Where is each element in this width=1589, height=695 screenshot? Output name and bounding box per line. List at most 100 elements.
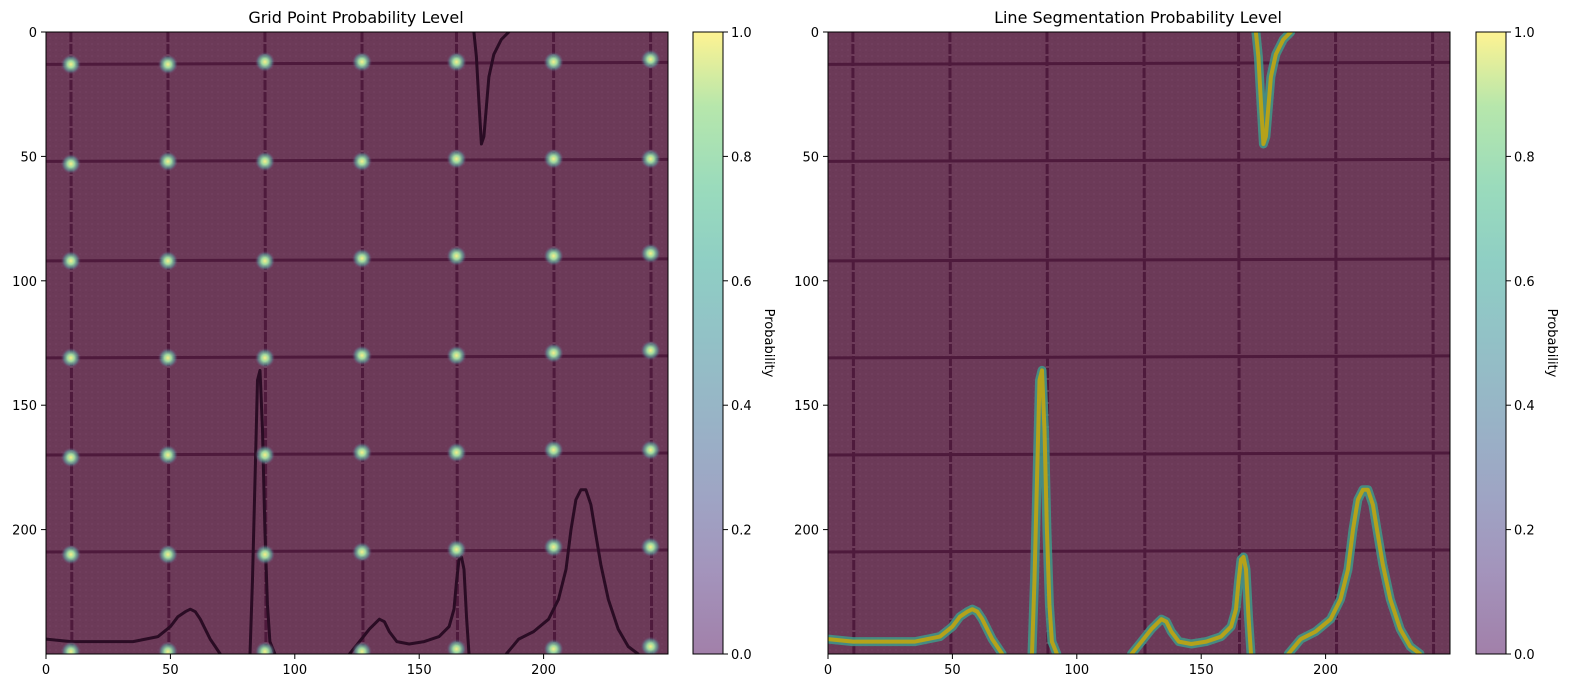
grid-point: [351, 248, 372, 269]
grid-point: [446, 345, 467, 366]
grid-point: [543, 148, 564, 169]
x-tick-label: 100: [282, 663, 307, 678]
trace-line: [248, 368, 277, 654]
trace-segmentation: [1129, 555, 1253, 654]
colorbar-tick-label: 0.4: [1514, 399, 1535, 414]
colorbar-tick-label: 0.2: [731, 524, 752, 539]
colorbar-frame: [692, 31, 724, 655]
y-tick-label: 200: [12, 524, 37, 539]
y-tick-label: 100: [794, 275, 819, 290]
y-axis: 0 50 100 150 200: [12, 26, 46, 539]
x-tick-label: 200: [1313, 663, 1338, 678]
grid-point: [446, 51, 467, 72]
grid-point: [157, 544, 178, 565]
colorbar-tick-label: 0.8: [1514, 150, 1535, 165]
grid-point: [640, 537, 661, 558]
grid-point: [446, 442, 467, 463]
grid-point: [254, 151, 275, 172]
trace-segmentation: [1030, 368, 1059, 654]
grid-point: [60, 54, 81, 75]
colorbar: 0.0 0.2 0.4 0.6 0.8 1.0 Probability: [692, 26, 776, 663]
colorbar: 0.0 0.2 0.4 0.6 0.8 1.0 Probability: [1475, 26, 1559, 663]
y-tick-label: 100: [12, 275, 37, 290]
trace-segmentation: [1253, 32, 1293, 146]
grid-point: [543, 537, 564, 558]
grid-point: [60, 447, 81, 468]
x-tick-label: 50: [162, 663, 179, 678]
grid-point: [543, 342, 564, 363]
grid-point: [157, 347, 178, 368]
x-tick-label: 50: [944, 663, 961, 678]
grid-point: [254, 444, 275, 465]
x-tick-label: 100: [1064, 663, 1089, 678]
trace-line: [348, 555, 471, 654]
colorbar-tick-label: 0.6: [1514, 275, 1535, 290]
plot-frame: [45, 31, 669, 655]
grid-line-horizontal: [828, 257, 1450, 263]
x-tick-label: 0: [42, 663, 50, 678]
grid-point: [446, 245, 467, 266]
y-axis: 0 50 100 150 200: [794, 26, 828, 539]
colorbar-tick-label: 0.2: [1514, 524, 1535, 539]
x-tick-label: 150: [1189, 663, 1214, 678]
grid-line-horizontal: [828, 354, 1450, 360]
heatmap-image: [828, 32, 1450, 654]
grid-point: [640, 636, 661, 654]
grid-point: [640, 49, 661, 70]
grid-point: [157, 54, 178, 75]
grid-point: [446, 639, 467, 654]
x-tick-label: 0: [824, 663, 832, 678]
colorbar-tick-label: 0.6: [731, 275, 752, 290]
grid-point: [157, 250, 178, 271]
grid-line-horizontal: [828, 548, 1450, 554]
grid-point: [60, 153, 81, 174]
chart-title: Line Segmentation Probability Level: [994, 8, 1282, 27]
paper-background: [46, 32, 668, 654]
colorbar-tick-label: 0.0: [731, 648, 752, 663]
grid-point: [351, 541, 372, 562]
grid-point: [254, 544, 275, 565]
y-tick-label: 150: [794, 399, 819, 414]
colorbar-tick-label: 0.0: [1514, 648, 1535, 663]
grid-point: [60, 544, 81, 565]
trace-segmentation: [828, 607, 1005, 654]
y-tick-label: 200: [794, 524, 819, 539]
trace-line: [472, 32, 511, 146]
heatmap-image: [46, 32, 668, 654]
y-tick-label: 0: [811, 26, 819, 41]
colorbar-gradient: [693, 32, 723, 654]
grid-point: [543, 439, 564, 460]
colorbar-frame: [1475, 31, 1507, 655]
grid-point: [446, 148, 467, 169]
grid-point: [254, 51, 275, 72]
grid-point: [254, 641, 275, 654]
grid-point: [640, 439, 661, 460]
grid-line-horizontal: [828, 60, 1450, 66]
colorbar-tick-label: 1.0: [731, 26, 752, 41]
x-tick-label: 200: [531, 663, 556, 678]
plot-frame: [827, 31, 1451, 655]
paper-background: [828, 32, 1450, 654]
trace-line: [504, 488, 640, 654]
y-tick-label: 150: [12, 399, 37, 414]
grid-point: [640, 243, 661, 264]
grid-point: [543, 245, 564, 266]
grid-point: [446, 539, 467, 560]
x-axis: 0 50 100 150 200: [824, 654, 1338, 678]
grid-point: [351, 51, 372, 72]
grid-point: [543, 639, 564, 654]
grid-point: [543, 51, 564, 72]
trace-segmentation: [1286, 487, 1423, 654]
grid-point: [640, 148, 661, 169]
grid-point: [60, 641, 81, 654]
colorbar-gradient: [1476, 32, 1506, 654]
grid-line-vertical: [851, 32, 856, 654]
plot-area: [827, 31, 1451, 655]
y-tick-label: 50: [20, 150, 37, 165]
colorbar-label: Probability: [1544, 309, 1559, 378]
grid-point: [157, 151, 178, 172]
grid-line-horizontal: [828, 157, 1450, 163]
grid-point: [351, 151, 372, 172]
trace-line: [46, 607, 222, 654]
